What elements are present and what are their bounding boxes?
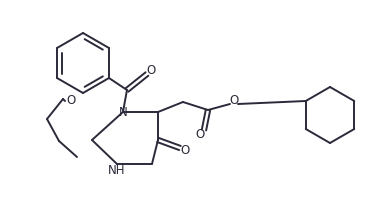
- Text: O: O: [229, 95, 239, 107]
- Text: O: O: [180, 143, 190, 157]
- Text: O: O: [195, 128, 204, 142]
- Text: O: O: [66, 95, 76, 107]
- Text: N: N: [119, 105, 127, 118]
- Text: NH: NH: [108, 163, 126, 176]
- Text: O: O: [146, 64, 156, 76]
